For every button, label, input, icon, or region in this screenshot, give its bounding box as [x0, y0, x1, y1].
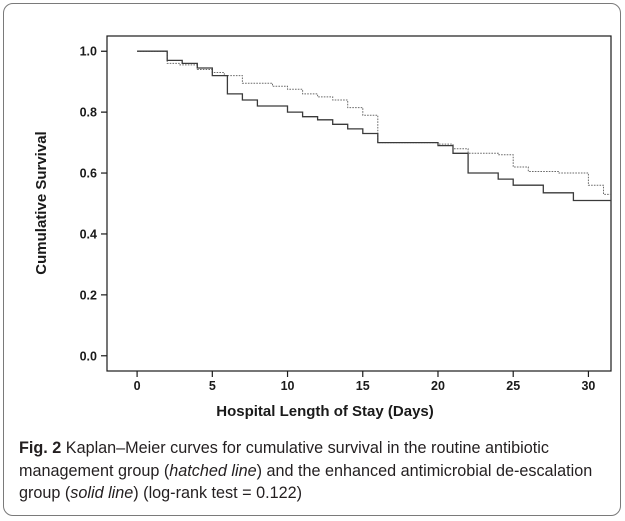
y-tick-label: 0.6 — [80, 167, 97, 181]
figure-frame: 0.0 0.2 0.4 0.6 0.8 1.0 0 5 10 15 20 25 30 Cumulativ… — [3, 3, 621, 516]
x-tick-label: 20 — [431, 379, 445, 393]
y-tick-label: 0.4 — [80, 227, 97, 241]
x-tick-label: 25 — [506, 379, 520, 393]
x-axis-label: Hospital Length of Stay (Days) — [216, 403, 434, 420]
kaplan-meier-chart: 0.0 0.2 0.4 0.6 0.8 1.0 0 5 10 15 20 25 30 Cumulativ… — [4, 4, 620, 434]
x-tick-label: 30 — [581, 379, 595, 393]
hatched-survival-line — [137, 51, 611, 194]
y-tick-label: 0.2 — [80, 288, 97, 302]
y-tick-label: 1.0 — [80, 45, 97, 59]
caption-solid-line: solid line — [70, 484, 133, 502]
caption-text: ) (log-rank test = 0.122) — [133, 484, 302, 502]
y-axis-label: Cumulative Survival — [33, 131, 50, 274]
y-tick-label: 0.0 — [80, 349, 97, 363]
figure-caption: Fig. 2 Kaplan–Meier curves for cumulativ… — [19, 437, 619, 505]
figure-label: Fig. 2 — [19, 439, 61, 457]
caption-hatched-line: hatched line — [169, 462, 256, 480]
y-tick-label: 0.8 — [80, 106, 97, 120]
solid-survival-line — [137, 51, 611, 200]
x-tick-label: 0 — [134, 379, 141, 393]
x-tick-label: 5 — [209, 379, 216, 393]
x-tick-label: 10 — [281, 379, 295, 393]
x-tick-label: 15 — [356, 379, 370, 393]
plot-area — [107, 36, 611, 371]
